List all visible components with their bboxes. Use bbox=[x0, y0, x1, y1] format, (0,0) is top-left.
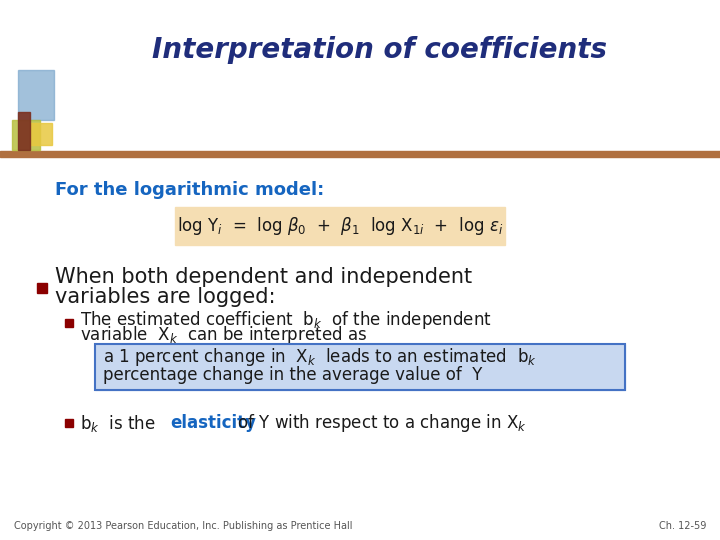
Text: percentage change in the average value of  Y: percentage change in the average value o… bbox=[103, 366, 482, 384]
Text: Ch. 12-59: Ch. 12-59 bbox=[659, 521, 706, 531]
Text: variables are logged:: variables are logged: bbox=[55, 287, 276, 307]
Text: variable  X$_k$  can be interpreted as: variable X$_k$ can be interpreted as bbox=[80, 324, 367, 346]
Text: For the logarithmic model:: For the logarithmic model: bbox=[55, 181, 324, 199]
Text: elasticity: elasticity bbox=[170, 414, 256, 432]
Text: When both dependent and independent: When both dependent and independent bbox=[55, 267, 472, 287]
Bar bbox=[95, 344, 625, 390]
Text: log Y$_i$  =  log $\beta_0$  +  $\beta_1$  log X$_{1i}$  +  log $\varepsilon_i$: log Y$_i$ = log $\beta_0$ + $\beta_1$ lo… bbox=[177, 215, 503, 237]
Bar bbox=[65, 419, 73, 427]
Bar bbox=[12, 120, 40, 150]
Bar bbox=[175, 207, 505, 245]
Bar bbox=[18, 70, 54, 120]
Text: b$_k$  is the: b$_k$ is the bbox=[80, 413, 156, 434]
Bar bbox=[30, 123, 52, 145]
Text: The estimated coefficient  b$_k$  of the independent: The estimated coefficient b$_k$ of the i… bbox=[80, 309, 492, 331]
Text: Interpretation of coefficients: Interpretation of coefficients bbox=[153, 36, 608, 64]
Bar bbox=[95, 344, 625, 390]
Text: a 1 percent change in  X$_k$  leads to an estimated  b$_k$: a 1 percent change in X$_k$ leads to an … bbox=[103, 346, 537, 368]
Bar bbox=[0, 151, 720, 157]
Text: of Y with respect to a change in X$_k$: of Y with respect to a change in X$_k$ bbox=[232, 412, 527, 434]
Bar bbox=[18, 112, 30, 150]
Text: Copyright © 2013 Pearson Education, Inc. Publishing as Prentice Hall: Copyright © 2013 Pearson Education, Inc.… bbox=[14, 521, 353, 531]
Bar bbox=[37, 283, 47, 293]
Bar bbox=[65, 319, 73, 327]
